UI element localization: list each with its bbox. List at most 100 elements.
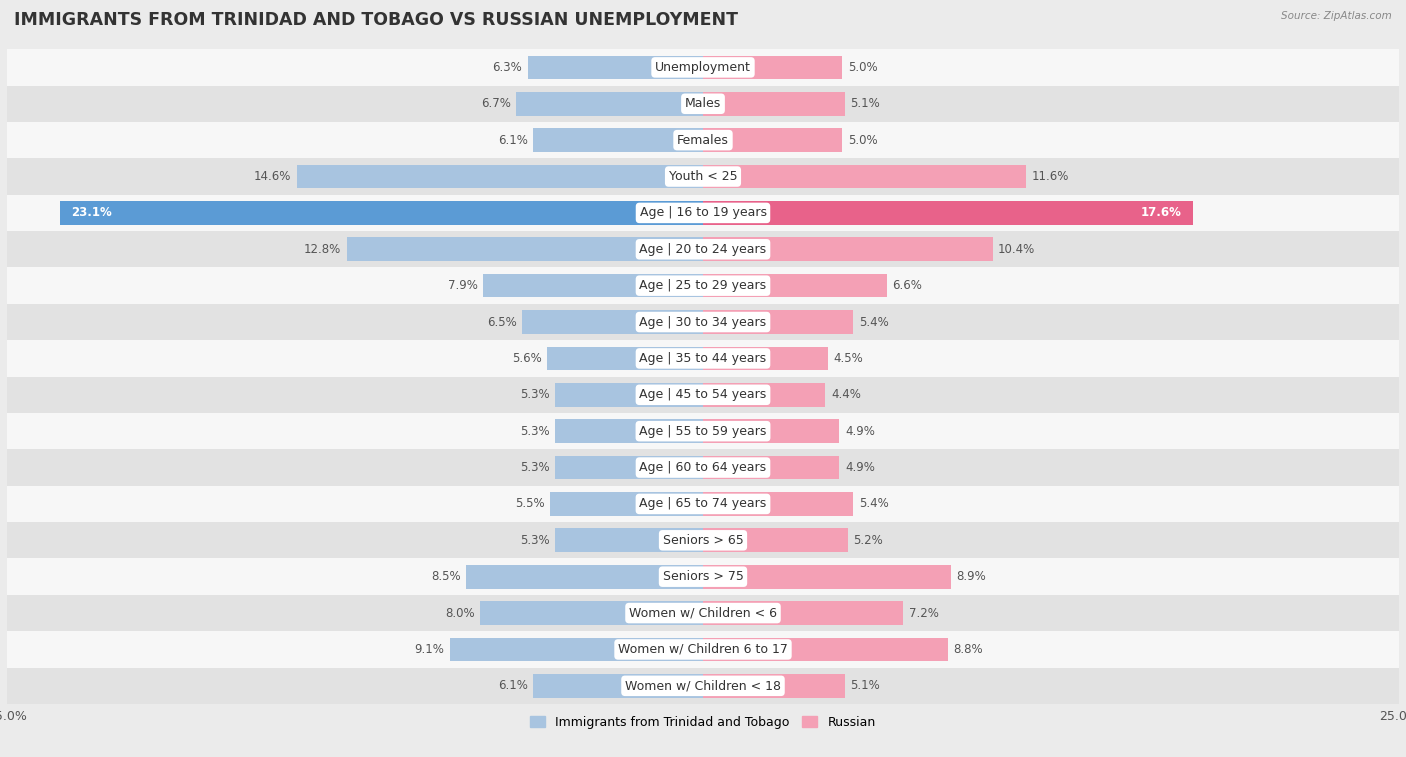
Text: 14.6%: 14.6% [253,170,291,183]
Bar [703,456,839,479]
Bar [703,492,853,516]
Bar [347,238,703,261]
Text: Seniors > 65: Seniors > 65 [662,534,744,547]
Text: 6.3%: 6.3% [492,61,522,74]
Bar [7,231,1399,267]
Text: Males: Males [685,97,721,111]
Bar [7,486,1399,522]
Text: Age | 65 to 74 years: Age | 65 to 74 years [640,497,766,510]
Bar [7,86,1399,122]
Text: 12.8%: 12.8% [304,243,342,256]
Bar [703,601,904,625]
Text: 5.4%: 5.4% [859,316,889,329]
Bar [467,565,703,588]
Text: 4.9%: 4.9% [845,461,875,474]
Bar [7,340,1399,376]
Text: 7.2%: 7.2% [910,606,939,619]
Bar [7,158,1399,195]
Bar [60,201,703,225]
Text: Age | 55 to 59 years: Age | 55 to 59 years [640,425,766,438]
Bar [703,528,848,552]
Text: Age | 16 to 19 years: Age | 16 to 19 years [640,207,766,220]
Bar [522,310,703,334]
Text: 5.1%: 5.1% [851,679,880,693]
Bar [484,274,703,298]
Bar [7,122,1399,158]
Bar [550,492,703,516]
Text: 5.2%: 5.2% [853,534,883,547]
Text: Females: Females [678,134,728,147]
Bar [450,637,703,662]
Bar [7,267,1399,304]
Bar [7,668,1399,704]
Text: Age | 60 to 64 years: Age | 60 to 64 years [640,461,766,474]
Bar [703,274,887,298]
Text: Source: ZipAtlas.com: Source: ZipAtlas.com [1281,11,1392,21]
Text: 6.6%: 6.6% [893,279,922,292]
Text: 4.9%: 4.9% [845,425,875,438]
Text: Age | 20 to 24 years: Age | 20 to 24 years [640,243,766,256]
Text: 7.9%: 7.9% [447,279,478,292]
Bar [703,238,993,261]
Bar [7,413,1399,450]
Bar [7,559,1399,595]
Text: 23.1%: 23.1% [72,207,112,220]
Bar [703,674,845,698]
Text: 5.1%: 5.1% [851,97,880,111]
Bar [297,165,703,188]
Text: 5.6%: 5.6% [512,352,541,365]
Bar [555,456,703,479]
Bar [703,129,842,152]
Bar [703,565,950,588]
Bar [7,376,1399,413]
Text: 5.3%: 5.3% [520,425,550,438]
Bar [555,383,703,407]
Text: 6.5%: 6.5% [486,316,516,329]
Bar [7,595,1399,631]
Text: 6.7%: 6.7% [481,97,510,111]
Bar [703,419,839,443]
Text: 10.4%: 10.4% [998,243,1035,256]
Bar [703,55,842,79]
Bar [527,55,703,79]
Text: 5.4%: 5.4% [859,497,889,510]
Bar [703,347,828,370]
Text: 8.9%: 8.9% [956,570,986,583]
Bar [7,49,1399,86]
Text: Age | 45 to 54 years: Age | 45 to 54 years [640,388,766,401]
Text: 17.6%: 17.6% [1140,207,1182,220]
Bar [703,92,845,116]
Bar [547,347,703,370]
Bar [481,601,703,625]
Bar [533,674,703,698]
Text: 6.1%: 6.1% [498,679,527,693]
Text: 4.4%: 4.4% [831,388,860,401]
Bar [7,304,1399,340]
Legend: Immigrants from Trinidad and Tobago, Russian: Immigrants from Trinidad and Tobago, Rus… [526,711,880,734]
Text: 6.1%: 6.1% [498,134,527,147]
Text: 5.3%: 5.3% [520,461,550,474]
Text: IMMIGRANTS FROM TRINIDAD AND TOBAGO VS RUSSIAN UNEMPLOYMENT: IMMIGRANTS FROM TRINIDAD AND TOBAGO VS R… [14,11,738,30]
Bar [703,383,825,407]
Text: 4.5%: 4.5% [834,352,863,365]
Text: 8.8%: 8.8% [953,643,983,656]
Text: 8.5%: 8.5% [432,570,461,583]
Text: Women w/ Children < 18: Women w/ Children < 18 [626,679,780,693]
Bar [703,201,1192,225]
Text: 5.3%: 5.3% [520,388,550,401]
Text: 11.6%: 11.6% [1032,170,1069,183]
Bar [7,631,1399,668]
Text: 5.5%: 5.5% [515,497,544,510]
Text: Age | 25 to 29 years: Age | 25 to 29 years [640,279,766,292]
Text: Women w/ Children 6 to 17: Women w/ Children 6 to 17 [619,643,787,656]
Text: 8.0%: 8.0% [446,606,475,619]
Text: Unemployment: Unemployment [655,61,751,74]
Bar [555,528,703,552]
Bar [7,450,1399,486]
Bar [7,195,1399,231]
Bar [703,310,853,334]
Bar [555,419,703,443]
Text: 5.3%: 5.3% [520,534,550,547]
Text: 9.1%: 9.1% [415,643,444,656]
Text: Seniors > 75: Seniors > 75 [662,570,744,583]
